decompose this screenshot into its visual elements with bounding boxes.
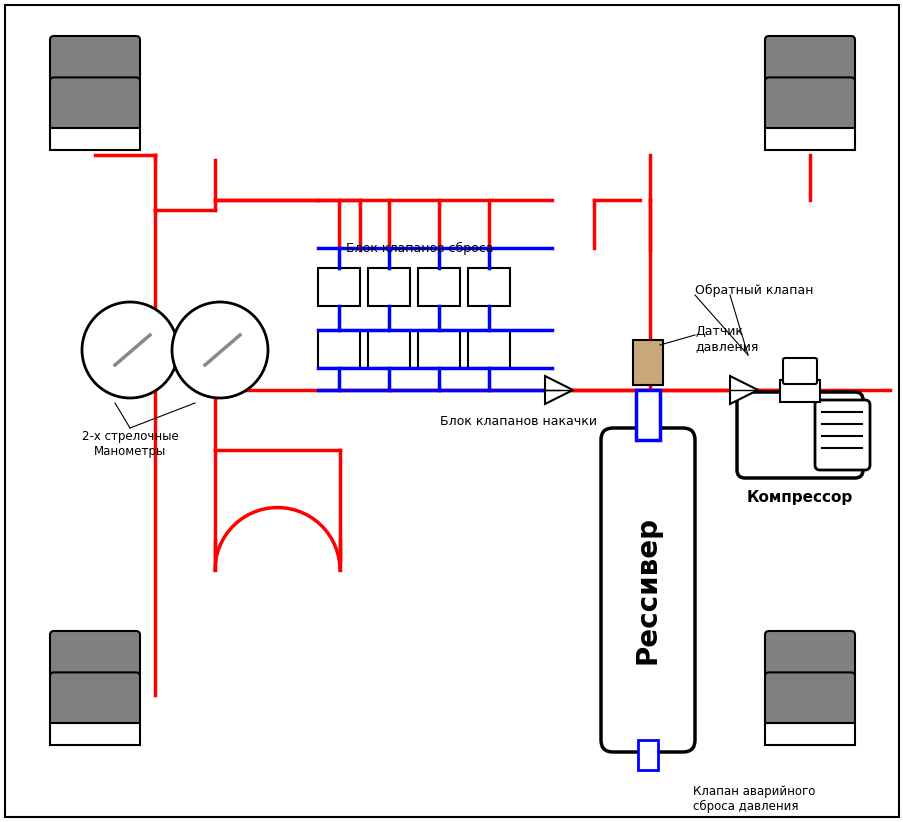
FancyBboxPatch shape <box>50 36 140 82</box>
Polygon shape <box>545 376 573 404</box>
Text: 2-х стрелочные
Манометры: 2-х стрелочные Манометры <box>81 430 178 458</box>
Bar <box>417 330 460 368</box>
Text: Рессивер: Рессивер <box>633 516 661 664</box>
FancyBboxPatch shape <box>764 36 854 82</box>
FancyBboxPatch shape <box>50 128 140 150</box>
FancyBboxPatch shape <box>764 672 854 726</box>
Circle shape <box>172 302 267 398</box>
Bar <box>318 330 359 368</box>
Bar <box>636 390 659 440</box>
Bar <box>417 268 460 306</box>
FancyBboxPatch shape <box>50 723 140 745</box>
Bar <box>368 268 410 306</box>
Bar <box>632 340 662 385</box>
Bar <box>318 268 359 306</box>
Circle shape <box>82 302 178 398</box>
FancyBboxPatch shape <box>736 392 862 478</box>
FancyBboxPatch shape <box>764 128 854 150</box>
FancyBboxPatch shape <box>815 400 869 470</box>
FancyBboxPatch shape <box>50 672 140 726</box>
Bar <box>468 268 509 306</box>
Text: Датчик
давления: Датчик давления <box>694 325 758 353</box>
Bar <box>779 380 819 402</box>
Bar <box>368 330 410 368</box>
Text: Компрессор: Компрессор <box>746 490 852 505</box>
Bar <box>468 330 509 368</box>
FancyBboxPatch shape <box>782 358 816 384</box>
Bar <box>638 740 657 770</box>
FancyBboxPatch shape <box>50 631 140 677</box>
Text: Клапан аварийного
сброса давления: Клапан аварийного сброса давления <box>693 785 815 813</box>
FancyBboxPatch shape <box>50 77 140 131</box>
FancyBboxPatch shape <box>764 77 854 131</box>
FancyBboxPatch shape <box>764 631 854 677</box>
Text: Блок клапанов сброса: Блок клапанов сброса <box>346 242 493 255</box>
Text: Блок клапанов накачки: Блок клапанов накачки <box>440 415 596 428</box>
Polygon shape <box>730 376 757 404</box>
FancyBboxPatch shape <box>600 428 694 752</box>
Text: Обратный клапан: Обратный клапан <box>694 284 813 297</box>
FancyBboxPatch shape <box>764 723 854 745</box>
